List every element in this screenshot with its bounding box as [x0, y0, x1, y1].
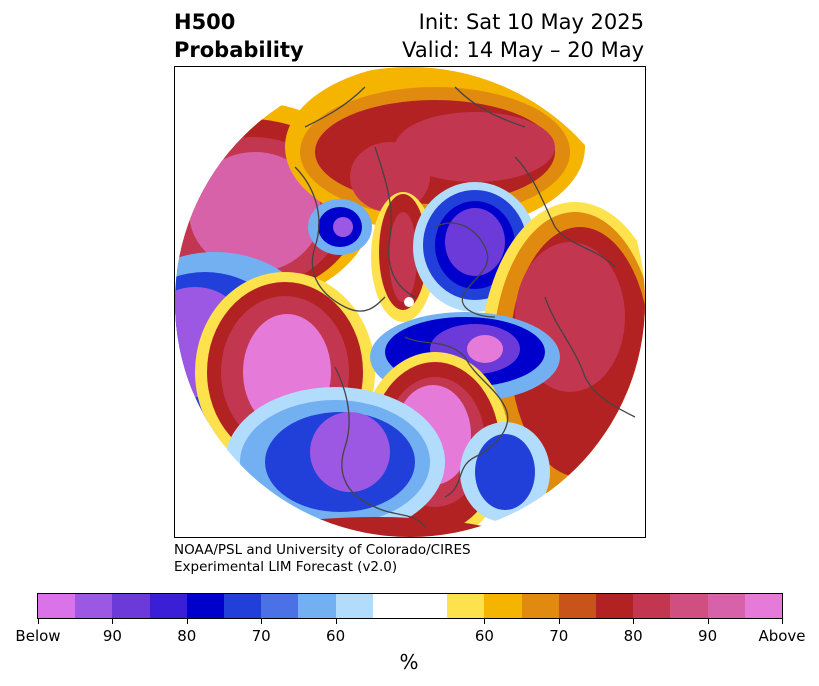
colorbar-tick-label: Above: [758, 627, 806, 645]
credits-line-2: Experimental LIM Forecast (v2.0): [174, 559, 398, 575]
colorbar-tick-label: 60: [474, 627, 494, 645]
colorbar-cell: [112, 594, 150, 618]
colorbar-cell: [670, 594, 708, 618]
colorbar-tick-label: 80: [177, 627, 197, 645]
title-line-1: H500: [174, 10, 236, 34]
colorbar-tick-label: 70: [549, 627, 569, 645]
credits: NOAA/PSL and University of Colorado/CIRE…: [174, 542, 471, 576]
colorbar-tick-label: 90: [698, 627, 718, 645]
colorbar: [37, 593, 783, 619]
colorbar-tick: [484, 618, 486, 624]
colorbar-cell: [335, 594, 373, 618]
colorbar-tick: [558, 618, 560, 624]
colorbar-cell: [149, 594, 187, 618]
colorbar-cell: [558, 594, 597, 618]
colorbar-cell: [447, 594, 485, 618]
colorbar-cell: [298, 594, 336, 618]
colorbar-tick: [782, 618, 783, 624]
colorbar-cell: [38, 594, 76, 618]
colorbar-tick-label: Below: [15, 627, 61, 645]
colorbar-cell: [75, 594, 113, 618]
title-line-2: Probability: [174, 38, 304, 62]
colorbar-tick: [335, 618, 337, 624]
colorbar-tick-label: 70: [251, 627, 271, 645]
colorbar-cell: [186, 594, 225, 618]
colorbar-tick: [633, 618, 635, 624]
colorbar-tick: [112, 618, 114, 624]
colorbar-cell: [261, 594, 299, 618]
init-date: Init: Sat 10 May 2025: [418, 10, 644, 34]
below-region-southeast: [460, 422, 550, 522]
colorbar-cell: [596, 594, 634, 618]
colorbar-tick: [186, 618, 188, 624]
forecast-dates: Init: Sat 10 May 2025 Valid: 14 May – 20…: [402, 8, 644, 64]
map-canvas: [175, 67, 645, 537]
coastlines: [294, 86, 636, 528]
polar-map: [174, 66, 646, 538]
colorbar-tick-label: 60: [326, 627, 346, 645]
valid-range: Valid: 14 May – 20 May: [402, 38, 644, 62]
above-region-north: [285, 67, 585, 232]
colorbar-tick: [707, 618, 709, 624]
colorbar-cell: [707, 594, 745, 618]
colorbar-cell: [484, 594, 522, 618]
map-title: H500 Probability: [174, 8, 304, 64]
colorbar-units: %: [399, 650, 419, 674]
colorbar-cell: [372, 594, 411, 618]
colorbar-tick-label: 80: [623, 627, 643, 645]
below-region-small: [308, 199, 372, 255]
colorbar-cell: [633, 594, 671, 618]
colorbar-cell: [224, 594, 262, 618]
colorbar-cell: [410, 594, 448, 618]
colorbar-cell: [744, 594, 783, 618]
colorbar-tick: [38, 618, 39, 624]
colorbar-cell: [521, 594, 559, 618]
credits-line-1: NOAA/PSL and University of Colorado/CIRE…: [174, 542, 471, 558]
below-region-southwest: [225, 387, 445, 537]
north-pole-marker: [404, 297, 414, 307]
colorbar-tick: [261, 618, 263, 624]
colorbar-tick-label: 90: [102, 627, 122, 645]
